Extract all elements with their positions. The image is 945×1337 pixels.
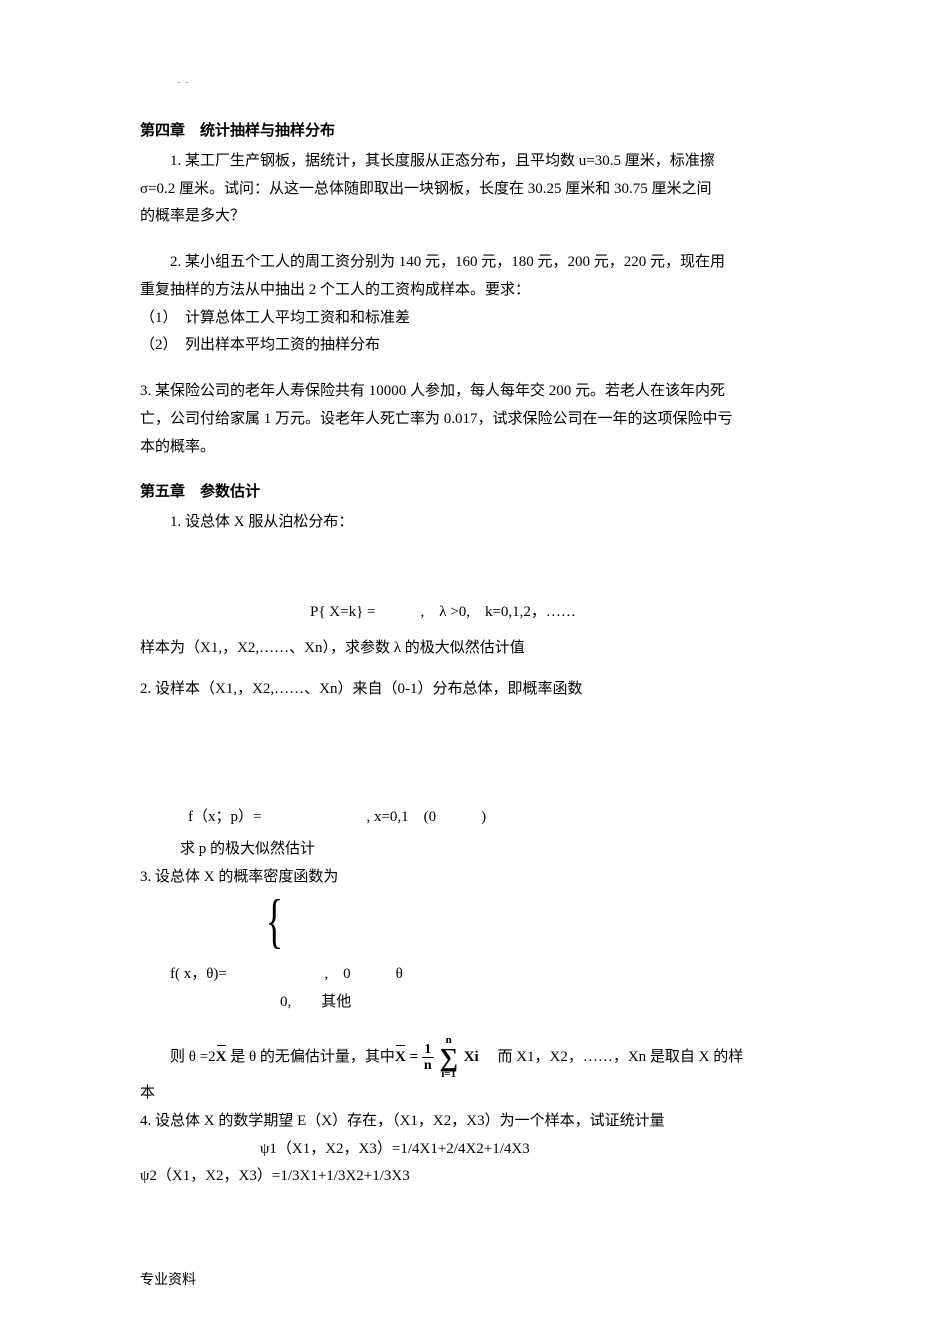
ch5-q4-psi1: ψ1（X1，X2，X3）=1/4X1+2/4X2+1/4X3 <box>140 1136 805 1164</box>
ch4-title: 第四章 统计抽样与抽样分布 <box>140 118 805 146</box>
ch4-q3: 3. 某保险公司的老年人寿保险共有 10000 人参加，每人每年交 200 元。… <box>140 378 805 461</box>
xbar-icon: X <box>216 1044 227 1072</box>
ch5-q3-fx: f( x，θ)= , 0 θ <box>140 961 805 989</box>
q3-after-mid1: 是 θ 的无偏估计量，其中 <box>230 1049 395 1065</box>
ch5-q3-after: 则 θ =2X 是 θ 的无偏估计量，其中X = 1 n n ∑ i=1 Xi … <box>140 1035 805 1080</box>
ch5-q2-formula: f（x；p）= , x=0,1 (0 ) <box>140 804 805 832</box>
fx-line2: 0, 其他 <box>280 994 351 1010</box>
fraction: 1 n <box>422 1042 434 1074</box>
ch5-q2: 2. 设样本（X1,，X2,……、Xn）来自（0-1）分布总体，即概率函数 <box>140 676 805 704</box>
ch4-q2-opt1: （1） 计算总体工人平均工资和和标准差 <box>140 305 805 333</box>
fx-mid: , 0 θ <box>324 966 402 982</box>
ch5-q3: 3. 设总体 X 的概率密度函数为 <box>140 864 805 892</box>
sum-bot: i=1 <box>439 1069 458 1080</box>
frac-den: n <box>422 1058 434 1073</box>
ch4-q3-line2: 亡，公司付给家属 1 万元。设老年人死亡率为 0.017，试求保险公司在一年的这… <box>140 406 805 434</box>
q3-after-pre: 则 θ =2 <box>170 1049 216 1065</box>
ch5-q1-formula: P{ X=k} = , λ >0, k=0,1,2，…… <box>140 599 805 627</box>
ch5-q3-fx2: 0, 其他 <box>140 989 805 1017</box>
fx-pre: f( x，θ)= <box>170 966 227 982</box>
ch5-q1-after: 样本为（X1,，X2,……、Xn），求参数 λ 的极大似然估计值 <box>140 635 805 663</box>
ch4-q3-line1: 3. 某保险公司的老年人寿保险共有 10000 人参加，每人每年交 200 元。… <box>140 378 805 406</box>
ch4-q1-line1: 1. 某工厂生产钢板，据统计，其长度服从正态分布，且平均数 u=30.5 厘米，… <box>140 148 805 176</box>
ch4-q1-line3: 的概率是多大？ <box>140 203 805 231</box>
footer-text: 专业资料 <box>140 1269 196 1289</box>
ch5-title: 第五章 参数估计 <box>140 479 805 507</box>
ch4-q1: 1. 某工厂生产钢板，据统计，其长度服从正态分布，且平均数 u=30.5 厘米，… <box>140 148 805 231</box>
ch4-q2-opt2: （2） 列出样本平均工资的抽样分布 <box>140 332 805 360</box>
ch4-q1-line2: σ=0.2 厘米。试问：从这一总体随即取出一块钢板，长度在 30.25 厘米和 … <box>140 176 805 204</box>
sum-right: Xi <box>464 1049 479 1065</box>
ch5-q4-psi2: ψ2（X1，X2，X3）=1/3X1+1/3X2+1/3X3 <box>140 1163 805 1191</box>
left-brace-icon: { <box>266 891 283 951</box>
sigma-symbol: ∑ <box>439 1046 458 1069</box>
frac-num: 1 <box>422 1042 434 1058</box>
q3-after-last: 本 <box>140 1080 805 1108</box>
sigma-icon: n ∑ i=1 <box>439 1035 458 1080</box>
page-content: 第四章 统计抽样与抽样分布 1. 某工厂生产钢板，据统计，其长度服从正态分布，且… <box>0 0 945 1231</box>
header-dots: . . <box>178 76 190 85</box>
ch4-q2-line2: 重复抽样的方法从中抽出 2 个工人的工资构成样本。要求： <box>140 277 805 305</box>
ch5-q4-line1: 4. 设总体 X 的数学期望 E（X）存在，（X1，X2，X3）为一个样本，试证… <box>140 1108 805 1136</box>
xbar-icon-2: X <box>395 1044 406 1072</box>
ch4-q3-line3: 本的概率。 <box>140 434 805 462</box>
ch5-q1: 1. 设总体 X 服从泊松分布： <box>140 509 805 537</box>
q3-after-tail: 而 X1，X2，……，Xn 是取自 X 的样 <box>482 1049 743 1065</box>
ch4-q2-line1: 2. 某小组五个工人的周工资分别为 140 元，160 元，180 元，200 … <box>140 249 805 277</box>
ch4-q2: 2. 某小组五个工人的周工资分别为 140 元，160 元，180 元，200 … <box>140 249 805 360</box>
brace-area: { <box>260 891 805 961</box>
ch5-q2-after: 求 p 的极大似然估计 <box>140 836 805 864</box>
eq-sign: = <box>410 1049 419 1065</box>
